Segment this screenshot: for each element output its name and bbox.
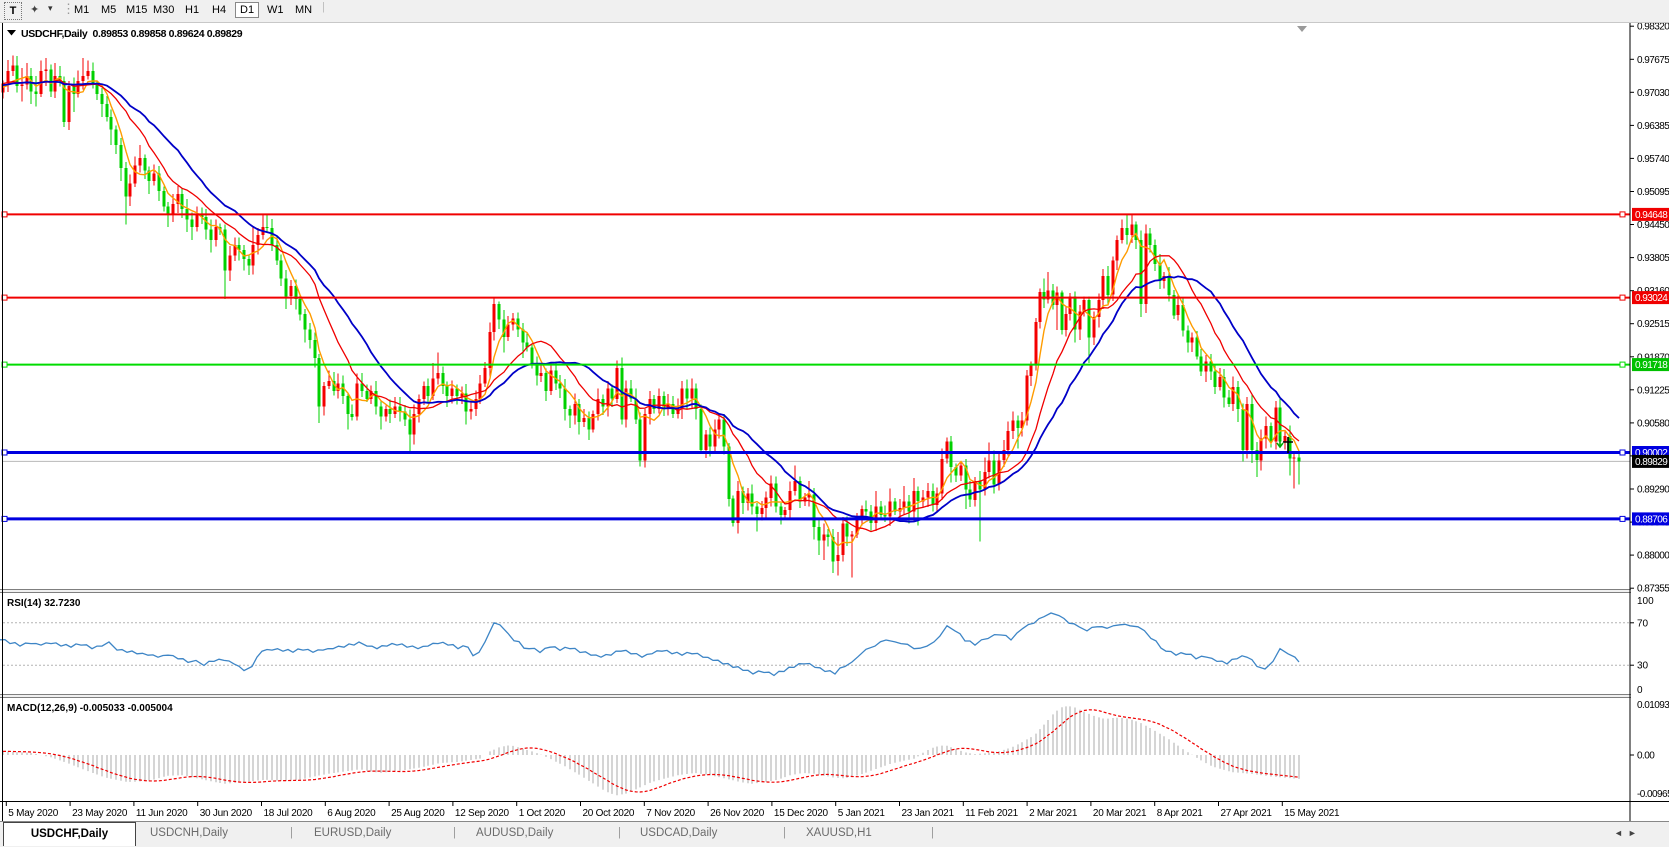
svg-text:USDCHF,Daily 0.89853 0.89858: USDCHF,Daily 0.89853 0.89858 0.89624 0.8… bbox=[21, 28, 243, 40]
svg-text:-0.009650: -0.009650 bbox=[1637, 789, 1669, 800]
svg-text:7 Nov 2020: 7 Nov 2020 bbox=[646, 808, 695, 819]
svg-text:0.89290: 0.89290 bbox=[1637, 485, 1669, 496]
svg-text:15 Dec 2020: 15 Dec 2020 bbox=[774, 808, 829, 819]
svg-text:8 Apr 2021: 8 Apr 2021 bbox=[1157, 808, 1204, 819]
svg-text:100: 100 bbox=[1637, 596, 1654, 607]
svg-text:18 Jul 2020: 18 Jul 2020 bbox=[264, 808, 314, 819]
svg-text:25 Aug 2020: 25 Aug 2020 bbox=[391, 808, 445, 819]
svg-text:RSI(14) 32.7230: RSI(14) 32.7230 bbox=[7, 598, 81, 609]
svg-text:0.91225: 0.91225 bbox=[1637, 385, 1669, 396]
svg-text:0.010933: 0.010933 bbox=[1637, 700, 1669, 711]
svg-text:MACD(12,26,9) -0.005033 -0.005: MACD(12,26,9) -0.005033 -0.005004 bbox=[7, 703, 173, 714]
svg-text:23 May 2020: 23 May 2020 bbox=[72, 808, 128, 819]
svg-text:1 Oct 2020: 1 Oct 2020 bbox=[519, 808, 566, 819]
svg-text:0.88000: 0.88000 bbox=[1637, 551, 1669, 562]
svg-text:0.00: 0.00 bbox=[1637, 751, 1655, 762]
svg-text:30: 30 bbox=[1637, 661, 1649, 672]
svg-text:20 Mar 2021: 20 Mar 2021 bbox=[1093, 808, 1147, 819]
svg-text:2 Mar 2021: 2 Mar 2021 bbox=[1029, 808, 1078, 819]
svg-text:0.95740: 0.95740 bbox=[1637, 154, 1669, 165]
svg-text:70: 70 bbox=[1637, 618, 1649, 629]
svg-text:0.95095: 0.95095 bbox=[1637, 187, 1669, 198]
svg-text:0.87355: 0.87355 bbox=[1637, 584, 1669, 595]
svg-text:0.90580: 0.90580 bbox=[1637, 418, 1669, 429]
svg-text:0.89829: 0.89829 bbox=[1635, 457, 1668, 468]
svg-text:0.93024: 0.93024 bbox=[1635, 293, 1668, 304]
svg-text:0.97030: 0.97030 bbox=[1637, 88, 1669, 99]
svg-text:0.94450: 0.94450 bbox=[1637, 220, 1669, 231]
svg-text:11 Jun 2020: 11 Jun 2020 bbox=[136, 808, 188, 819]
svg-text:11 Feb 2021: 11 Feb 2021 bbox=[965, 808, 1018, 819]
svg-text:26 Nov 2020: 26 Nov 2020 bbox=[710, 808, 765, 819]
svg-text:0: 0 bbox=[1637, 685, 1643, 696]
svg-text:0.94648: 0.94648 bbox=[1635, 210, 1668, 221]
svg-text:5 May 2020: 5 May 2020 bbox=[8, 808, 58, 819]
svg-text:0.98320: 0.98320 bbox=[1637, 22, 1669, 33]
svg-text:0.93805: 0.93805 bbox=[1637, 253, 1669, 264]
svg-text:0.90002: 0.90002 bbox=[1635, 448, 1668, 459]
svg-text:30 Jun 2020: 30 Jun 2020 bbox=[200, 808, 253, 819]
svg-text:0.92515: 0.92515 bbox=[1637, 319, 1669, 330]
svg-text:27 Apr 2021: 27 Apr 2021 bbox=[1221, 808, 1273, 819]
svg-text:0.91718: 0.91718 bbox=[1635, 360, 1668, 371]
svg-text:5 Jan 2021: 5 Jan 2021 bbox=[838, 808, 886, 819]
svg-text:0.91870: 0.91870 bbox=[1637, 352, 1669, 363]
svg-text:23 Jan 2021: 23 Jan 2021 bbox=[902, 808, 955, 819]
svg-text:0.96385: 0.96385 bbox=[1637, 121, 1669, 132]
svg-text:15 May 2021: 15 May 2021 bbox=[1284, 808, 1340, 819]
svg-text:6 Aug 2020: 6 Aug 2020 bbox=[327, 808, 376, 819]
svg-text:20 Oct 2020: 20 Oct 2020 bbox=[583, 808, 635, 819]
svg-text:12 Sep 2020: 12 Sep 2020 bbox=[455, 808, 510, 819]
svg-text:0.97675: 0.97675 bbox=[1637, 55, 1669, 66]
svg-text:0.88706: 0.88706 bbox=[1635, 514, 1668, 525]
